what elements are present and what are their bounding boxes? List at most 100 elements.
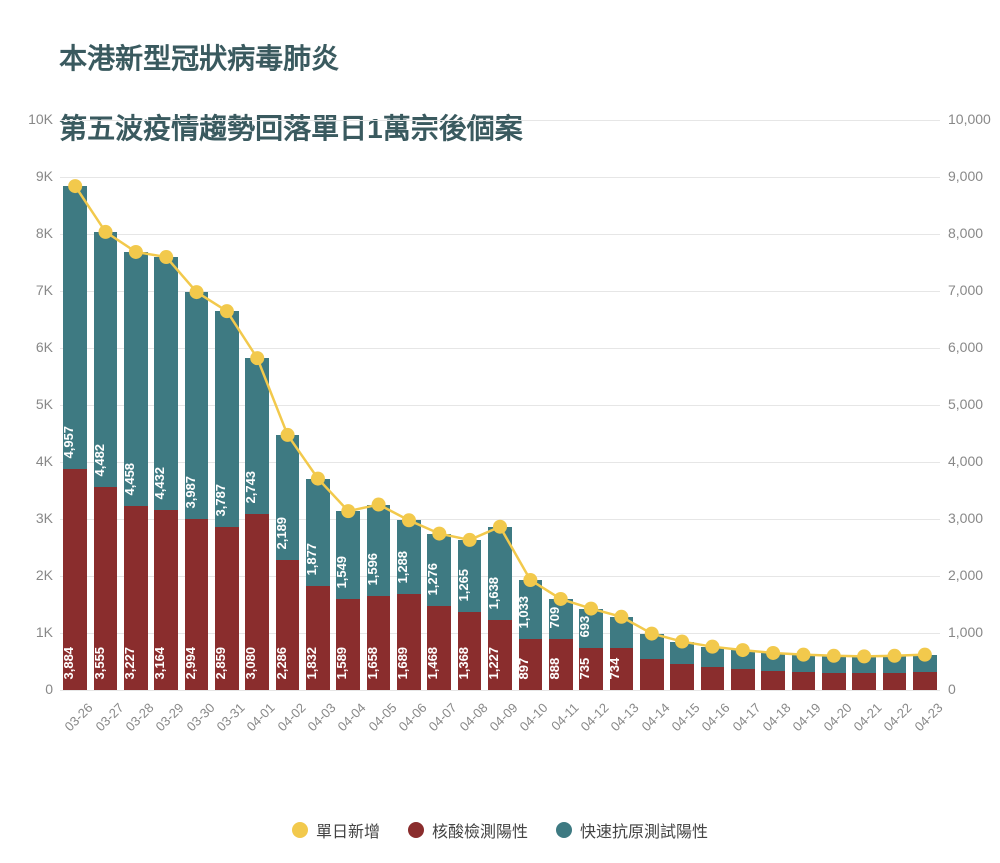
legend-swatch-icon [556,822,572,838]
chart-area: 001K1,0002K2,0003K3,0004K4,0005K5,0006K6… [0,90,1000,780]
bar-value-nucleic: 1,689 [396,647,409,680]
bar-segment-rapid [640,634,664,660]
y-tick-right: 6,000 [948,339,1000,355]
bar-group [913,120,937,690]
bar-group: 897 1,033 [519,120,543,690]
bar-value-nucleic: 1,368 [457,647,470,680]
bar-value-nucleic: 2,994 [184,647,197,680]
bar-group [670,120,694,690]
bar-group: 1,227 1,638 [488,120,512,690]
bar-value-nucleic: 3,555 [93,647,106,680]
bar-segment-nucleic [883,673,907,690]
bar-value-rapid: 1,877 [305,543,318,576]
bar-segment-nucleic [913,672,937,690]
y-tick-right: 8,000 [948,225,1000,241]
bar-segment-rapid [822,656,846,673]
bar-segment-rapid [761,653,785,671]
y-tick-left: 6K [5,339,53,355]
bar-group: 3,555 4,482 [94,120,118,690]
bar-value-nucleic: 3,884 [62,647,75,680]
y-tick-right: 2,000 [948,567,1000,583]
bar-group: 3,080 2,743 [245,120,269,690]
bar-value-nucleic: 735 [578,658,591,680]
y-tick-left: 9K [5,168,53,184]
y-tick-right: 10,000 [948,111,1000,127]
bar-value-rapid: 1,596 [366,552,379,585]
bar-value-nucleic: 1,832 [305,647,318,680]
y-tick-left: 4K [5,453,53,469]
bar-value-nucleic: 3,080 [244,647,257,680]
bar-value-nucleic: 897 [517,658,530,680]
bar-value-rapid: 1,276 [426,563,439,596]
y-tick-right: 7,000 [948,282,1000,298]
bar-value-rapid: 2,743 [244,471,257,504]
bar-group: 2,859 3,787 [215,120,239,690]
y-tick-left: 8K [5,225,53,241]
legend-label: 核酸檢測陽性 [432,818,528,842]
bar-value-nucleic: 1,589 [335,647,348,680]
bar-value-nucleic: 1,468 [426,647,439,680]
bar-group [761,120,785,690]
y-tick-right: 5,000 [948,396,1000,412]
legend-item-rapid: 快速抗原測試陽性 [556,818,708,842]
bar-value-rapid: 4,458 [123,463,136,496]
bar-segment-rapid [792,655,816,673]
legend-swatch-icon [408,822,424,838]
bar-value-nucleic: 2,286 [275,647,288,680]
bar-segment-nucleic [640,659,664,690]
bar-segment-rapid [852,656,876,673]
bar-group [852,120,876,690]
bar-value-nucleic: 1,227 [487,647,500,680]
bars-layer: 3,8844,957 3,555 4,482 3,227 4,458 3,1644,432… [60,120,940,690]
bar-value-nucleic: 1,658 [366,647,379,680]
bar-segment-nucleic [731,669,755,690]
legend-label: 快速抗原測試陽性 [580,818,708,842]
bar-group: 735 693 [579,120,603,690]
bar-segment-rapid [913,655,937,673]
bar-segment-rapid [883,656,907,673]
y-tick-right: 0 [948,681,1000,697]
bar-group: 888709 [549,120,573,690]
plot-area: 001K1,0002K2,0003K3,0004K4,0005K5,0006K6… [60,120,940,690]
bar-group [792,120,816,690]
bar-value-rapid: 3,987 [184,476,197,509]
bar-value-rapid: 1,638 [487,577,500,610]
bar-value-rapid: 693 [578,616,591,638]
y-tick-left: 1K [5,624,53,640]
bar-group: 734 [610,120,634,690]
y-tick-left: 0 [5,681,53,697]
legend-item-nucleic: 核酸檢測陽性 [408,818,528,842]
y-tick-left: 5K [5,396,53,412]
legend: 單日新增核酸檢測陽性快速抗原測試陽性 [0,818,1000,843]
bar-value-nucleic: 3,164 [153,647,166,680]
y-tick-left: 7K [5,282,53,298]
bar-group [883,120,907,690]
bar-value-rapid: 4,482 [93,444,106,477]
bar-value-rapid: 1,288 [396,551,409,584]
bar-value-rapid: 3,787 [214,484,227,517]
bar-group: 1,5891,549 [336,120,360,690]
bar-group: 1,832 1,877 [306,120,330,690]
bar-segment-rapid [731,650,755,669]
bar-group: 3,8844,957 [63,120,87,690]
bar-value-nucleic: 2,859 [214,647,227,680]
y-tick-right: 3,000 [948,510,1000,526]
bar-segment-nucleic [670,664,694,690]
bar-segment-nucleic [701,667,725,690]
bar-group [731,120,755,690]
bar-group: 3,1644,432 [154,120,178,690]
bar-segment-nucleic [822,673,846,690]
bar-group: 1,658 1,596 [367,120,391,690]
bar-group: 3,227 4,458 [124,120,148,690]
y-tick-right: 9,000 [948,168,1000,184]
grid-line [60,690,940,691]
bar-group: 2,2862,189 [276,120,300,690]
bar-value-rapid: 709 [548,607,561,629]
bar-segment-rapid [670,642,694,664]
bar-segment-nucleic [792,672,816,690]
bar-group: 1,3681,265 [458,120,482,690]
bar-value-rapid: 1,033 [517,596,530,629]
bar-group [701,120,725,690]
bar-segment-rapid [701,647,725,668]
bar-value-nucleic: 3,227 [123,647,136,680]
